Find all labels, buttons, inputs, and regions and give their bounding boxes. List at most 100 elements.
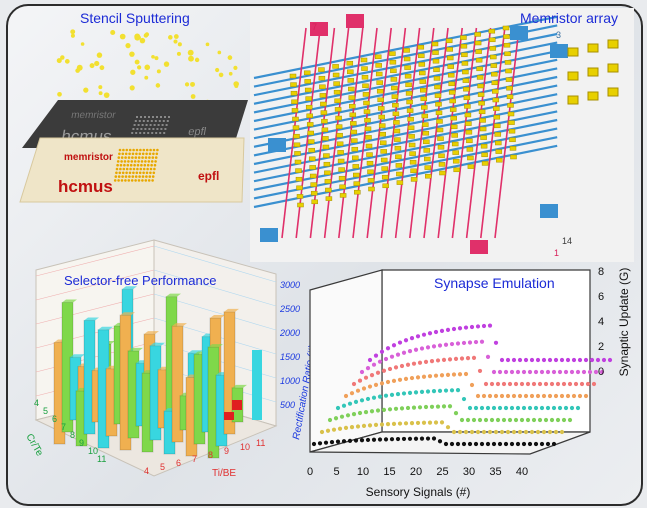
deposited-dot <box>121 175 124 178</box>
trace-point <box>497 441 503 447</box>
trace-point <box>373 353 379 358</box>
memristor-cell <box>297 202 304 208</box>
deposited-dot <box>139 148 142 152</box>
trace-point <box>517 393 523 399</box>
trace-point <box>387 366 393 372</box>
trace-point <box>435 358 441 363</box>
memristor-cell <box>295 168 302 173</box>
trace-point <box>497 405 503 411</box>
memristor-cell <box>321 127 329 133</box>
trace-point <box>333 416 339 421</box>
sputter-particle <box>194 57 200 63</box>
y-tick-label: 8 <box>598 266 604 278</box>
bar-small <box>224 412 234 420</box>
deposited-dot <box>137 179 141 182</box>
mask-hole <box>146 120 149 122</box>
bar-top <box>166 293 181 297</box>
sputter-particle <box>187 49 194 56</box>
synapse-axes: 0 5 10 15 20 25 30 35 40 Sensory Signals (#) 0 2 4 6 8… <box>307 266 631 499</box>
mask-hole <box>161 124 164 126</box>
trace-point <box>537 381 543 387</box>
trace-point <box>547 357 553 363</box>
trace-point <box>461 396 467 402</box>
pad-number-14: 14 <box>562 236 572 246</box>
sputter-particle <box>64 59 70 64</box>
trace-point <box>479 339 485 344</box>
deposited-dot <box>120 160 123 163</box>
grid-line <box>153 269 277 307</box>
sputter-particle <box>176 51 181 56</box>
sputter-particle <box>188 55 194 62</box>
deposited-dot <box>141 156 144 159</box>
deposited-dot <box>148 175 152 178</box>
trace-point <box>551 441 557 447</box>
trace-point <box>407 436 413 441</box>
memristor-cell <box>333 81 340 86</box>
memristor-cell <box>325 196 333 201</box>
sputter-particle <box>80 42 85 46</box>
memristor-cell <box>376 80 383 85</box>
bar-top <box>210 315 225 319</box>
deposited-dot <box>116 160 120 163</box>
stencil-sputtering-illustration: memristor hcmus epfl memristor hcmus epf… <box>19 29 248 203</box>
memristor-cell <box>310 190 318 196</box>
sputter-particle <box>70 33 75 38</box>
memristor-cell <box>305 96 312 101</box>
trace-point <box>355 424 361 429</box>
deposited-dot <box>151 156 155 159</box>
trace-point <box>543 381 549 387</box>
sputter-particle <box>227 55 233 60</box>
memristor-cell <box>348 86 355 92</box>
trace-point <box>431 344 437 349</box>
x-axis-label: Sensory Signals (#) <box>366 485 471 499</box>
mask-hole <box>160 128 163 130</box>
memristor-cell <box>467 155 474 161</box>
trace-point <box>417 405 423 410</box>
x-tick-label: 6 <box>52 414 57 424</box>
deposited-dot <box>145 175 148 178</box>
trace-point <box>571 393 577 399</box>
memristor-cell <box>304 87 312 93</box>
trace-point <box>457 372 463 377</box>
trace-point <box>523 429 529 435</box>
deposited-dot <box>134 156 138 159</box>
mask-hole <box>150 120 153 122</box>
deposited-dot <box>124 152 128 156</box>
memristor-cell <box>502 25 510 31</box>
sputter-particle <box>184 82 190 87</box>
trace-point <box>359 369 365 375</box>
memristor-cell <box>309 173 317 179</box>
memristor-cell <box>452 150 459 155</box>
memristor-cell <box>504 60 512 65</box>
mask-hole <box>163 132 166 134</box>
trace-point <box>383 356 389 362</box>
trace-point <box>457 326 463 331</box>
deposited-dot <box>140 160 144 163</box>
trace-point <box>403 376 409 381</box>
sputter-particle <box>125 43 131 49</box>
trace-point <box>439 420 445 425</box>
mask-hole <box>159 132 162 134</box>
trace-point <box>607 357 613 363</box>
memristor-cell <box>366 152 373 157</box>
inset-cell <box>607 87 619 97</box>
memristor-cell <box>378 123 386 128</box>
trace-point <box>399 363 405 369</box>
trace-point <box>369 372 375 378</box>
memristor-cell <box>494 132 502 137</box>
trace-point <box>385 379 391 385</box>
memristor-cell <box>311 199 318 205</box>
trace-point <box>341 403 347 408</box>
deposited-dot <box>123 160 127 163</box>
memristor-cell <box>338 175 346 181</box>
trace-point <box>495 417 501 423</box>
trace-point <box>485 441 491 447</box>
deposited-dot <box>144 160 147 163</box>
trace-point <box>459 417 465 423</box>
x-tick-label: 10 <box>357 466 369 478</box>
trace-point <box>375 370 381 375</box>
memristor-cell <box>350 121 357 126</box>
trace-point <box>487 323 493 328</box>
trace-point <box>573 381 579 387</box>
memristor-cell <box>362 92 370 97</box>
